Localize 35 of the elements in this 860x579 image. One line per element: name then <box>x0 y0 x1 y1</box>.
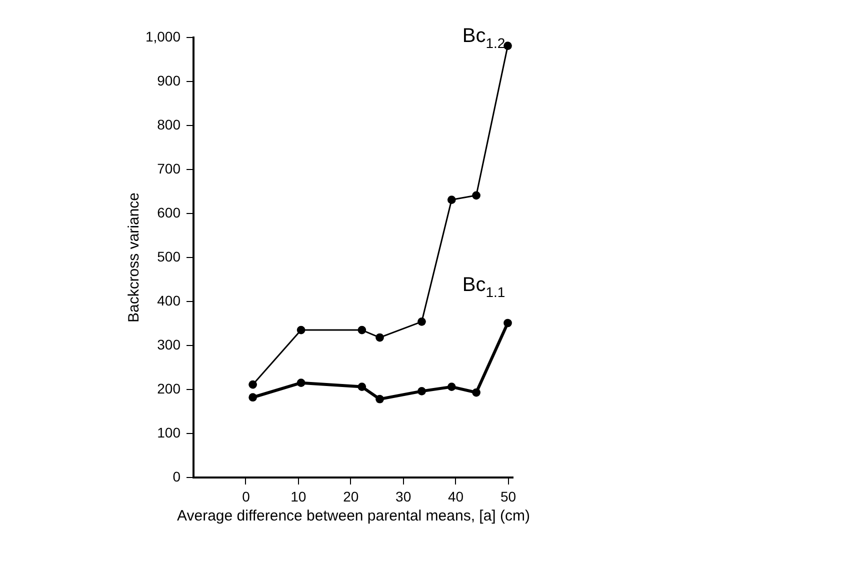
point <box>376 333 384 342</box>
point <box>447 382 456 391</box>
y-tick-label: 900 <box>157 72 181 88</box>
point <box>358 326 366 334</box>
point <box>472 388 480 397</box>
y-tick-label: 300 <box>157 336 181 352</box>
point <box>296 378 306 388</box>
y-tick-label: 1,000 <box>145 28 181 44</box>
x-tick-label: 40 <box>448 488 464 504</box>
y-tick-label: 100 <box>157 424 181 440</box>
y-axis-title: Backcross variance <box>125 192 142 323</box>
y-tick-label: 400 <box>157 292 181 308</box>
point <box>376 394 384 404</box>
x-tick-label: 30 <box>396 488 412 504</box>
point <box>248 393 257 402</box>
y-tick-label: 700 <box>157 160 181 176</box>
point <box>296 326 306 334</box>
point <box>358 382 366 391</box>
point <box>504 42 512 50</box>
y-tick-label: 600 <box>157 204 181 220</box>
point <box>248 380 257 389</box>
x-tick-label: 10 <box>290 488 306 504</box>
x-axis-title: Average difference between parental means, [a] (cm) <box>177 508 530 524</box>
point <box>472 191 480 200</box>
point <box>418 387 426 396</box>
x-tick-label: 20 <box>343 488 359 504</box>
x-tick-label: 0 <box>242 488 250 504</box>
point <box>447 196 456 204</box>
x-tick-label: 50 <box>500 488 516 504</box>
y-tick-label: 200 <box>157 380 181 396</box>
y-tick-label: 500 <box>157 248 181 264</box>
y-tick-label: 800 <box>157 116 181 132</box>
point <box>504 318 512 328</box>
y-tick-label: 0 <box>172 468 181 484</box>
point <box>418 318 426 326</box>
